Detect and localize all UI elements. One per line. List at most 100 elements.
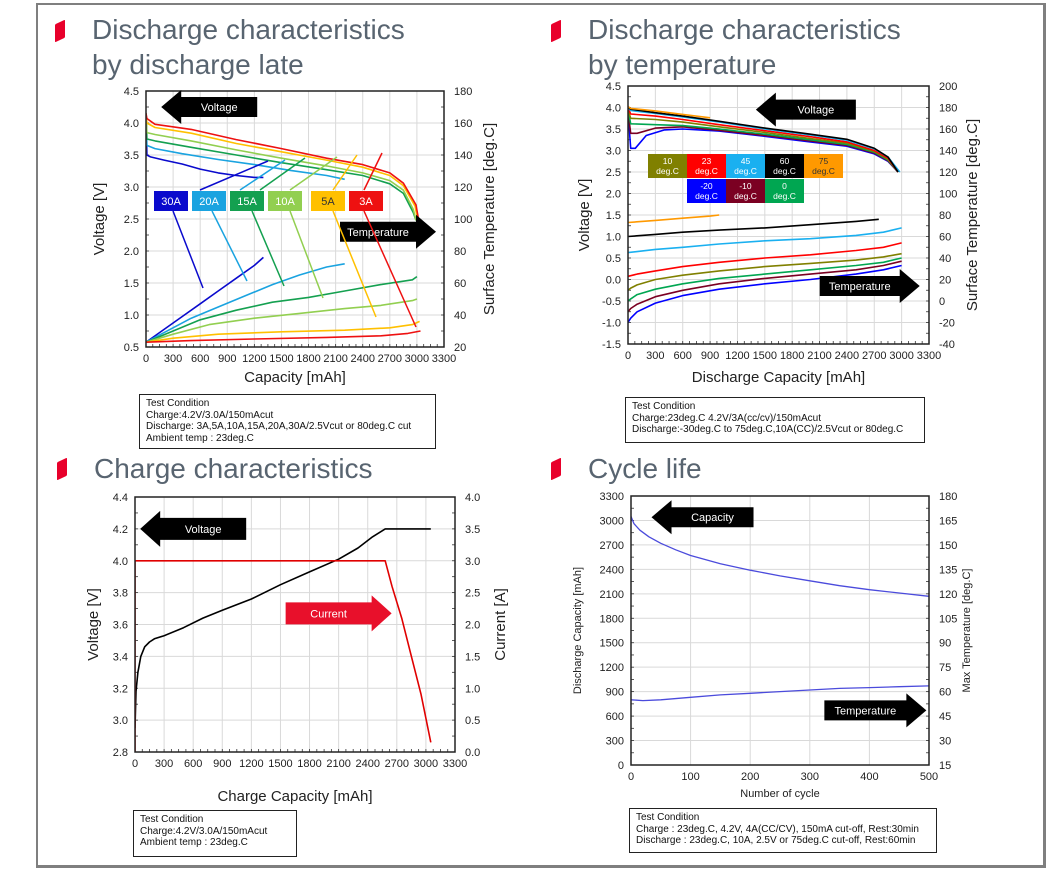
series-line-10a-voltage bbox=[146, 113, 417, 221]
y-tick-label: 2.5 bbox=[124, 214, 139, 226]
legend-swatch-5a bbox=[311, 191, 345, 211]
y-tick-label: 2.8 bbox=[113, 747, 128, 759]
y-tick-label: -0.5 bbox=[602, 296, 621, 308]
series-line-15a-voltage bbox=[146, 113, 417, 221]
panel-title-cycle-life: Cycle life bbox=[588, 451, 702, 486]
title-line: Discharge characteristics bbox=[92, 14, 405, 45]
condition-line: Test Condition bbox=[632, 401, 696, 412]
x-tick-label: 1800 bbox=[780, 350, 804, 362]
series-line-20a-temperature bbox=[146, 263, 345, 343]
title-line: Cycle life bbox=[588, 453, 702, 484]
legend-label: 0 bbox=[782, 181, 787, 191]
arrow-right-icon bbox=[285, 595, 392, 632]
series-line-0-temperature bbox=[628, 257, 902, 302]
y2-tick-label: 0.5 bbox=[465, 715, 480, 727]
x-tick-label: 600 bbox=[184, 758, 202, 770]
condition-line: Charge:23deg.C 4.2V/3A(cc/cv)/150mAcut bbox=[632, 412, 821, 424]
series-line-30a-voltage bbox=[146, 113, 264, 179]
y-tick-label: 0.0 bbox=[606, 275, 621, 287]
legend-pointer-line bbox=[199, 160, 269, 191]
legend-swatch-3a bbox=[349, 191, 383, 211]
legend-pointer-line bbox=[332, 210, 377, 318]
title-line: by temperature bbox=[588, 49, 777, 80]
y-tick-label: 3.5 bbox=[606, 124, 621, 136]
title-line: by discharge late bbox=[92, 49, 304, 80]
x-tick-label: 600 bbox=[191, 353, 209, 365]
y2-tick-label: 60 bbox=[939, 687, 951, 699]
x-axis-label: Number of cycle bbox=[740, 788, 819, 800]
x-tick-label: 2700 bbox=[378, 353, 402, 365]
legend-label: 45 bbox=[741, 156, 751, 166]
y2-axis-label: Surface Temperature [deg.C] bbox=[481, 123, 498, 315]
y2-tick-label: 105 bbox=[939, 613, 957, 625]
x-tick-label: 3300 bbox=[917, 350, 941, 362]
legend-label: 10 bbox=[663, 156, 673, 166]
x-tick-label: 300 bbox=[155, 758, 173, 770]
x-tick-label: 400 bbox=[860, 771, 878, 783]
series-line-max-temperature bbox=[631, 685, 929, 702]
y-tick-label: 1200 bbox=[600, 662, 624, 674]
arrow-left-icon bbox=[651, 500, 754, 535]
x-tick-label: 2100 bbox=[323, 353, 347, 365]
legend-label: 3A bbox=[359, 196, 373, 208]
y-tick-label: -1.0 bbox=[602, 318, 621, 330]
y-tick-label: 4.2 bbox=[113, 524, 128, 536]
y2-tick-label: 0 bbox=[939, 296, 945, 308]
test-condition-box: Test Condition Charge : 23deg.C, 4.2V, 4… bbox=[629, 808, 937, 853]
x-tick-label: 500 bbox=[920, 771, 938, 783]
y-tick-label: 3.5 bbox=[124, 150, 139, 162]
series-line-10-temperature bbox=[628, 252, 902, 291]
x-tick-label: 300 bbox=[801, 771, 819, 783]
y-tick-label: 1.0 bbox=[124, 310, 139, 322]
y-tick-label: 3.4 bbox=[113, 651, 128, 663]
y2-tick-label: 80 bbox=[939, 210, 951, 222]
y-tick-label: 2.0 bbox=[606, 189, 621, 201]
series-line--10-temperature bbox=[628, 260, 902, 313]
legend-label: deg.C bbox=[695, 191, 718, 201]
legend-swatch bbox=[804, 154, 843, 178]
y-axis-label: Voltage [V] bbox=[85, 588, 102, 661]
x-tick-label: 3300 bbox=[432, 353, 456, 365]
arrow-label-temperature: Temperature bbox=[834, 705, 896, 717]
x-tick-label: 2400 bbox=[835, 350, 859, 362]
y2-tick-label: 180 bbox=[939, 491, 957, 503]
y-axis-label: Voltage [V] bbox=[91, 183, 108, 256]
title-line: Charge characteristics bbox=[94, 453, 373, 484]
arrow-left-icon bbox=[161, 90, 258, 124]
y-tick-label: 3.8 bbox=[113, 588, 128, 600]
x-tick-label: 2100 bbox=[326, 758, 350, 770]
y2-axis-label: Current [A] bbox=[492, 588, 509, 661]
legend-label: deg.C bbox=[656, 166, 679, 176]
x-tick-label: 200 bbox=[741, 771, 759, 783]
x-tick-label: 2700 bbox=[385, 758, 409, 770]
y-tick-label: 4.5 bbox=[124, 86, 139, 98]
y-tick-label: 4.5 bbox=[606, 81, 621, 93]
condition-line: Discharge:-30deg.C to 75deg.C,10A(CC)/2.… bbox=[632, 424, 904, 435]
y2-tick-label: 200 bbox=[939, 81, 957, 93]
y2-tick-label: 20 bbox=[454, 342, 466, 354]
x-axis-label: Discharge Capacity [mAh] bbox=[692, 369, 865, 386]
legend-swatch bbox=[726, 154, 765, 178]
x-tick-label: 300 bbox=[164, 353, 182, 365]
arrow-left-icon bbox=[755, 92, 856, 127]
x-tick-label: 3000 bbox=[889, 350, 913, 362]
x-tick-label: 2400 bbox=[350, 353, 374, 365]
x-tick-label: 900 bbox=[213, 758, 231, 770]
y-tick-label: 4.4 bbox=[113, 492, 128, 504]
y-tick-label: 3000 bbox=[600, 515, 624, 527]
condition-line: Ambient temp : 23deg.C bbox=[146, 432, 254, 444]
legend-label: deg.C bbox=[773, 166, 796, 176]
legend-label: 5A bbox=[321, 196, 335, 208]
y-tick-label: 3.2 bbox=[113, 683, 128, 695]
legend-pointer-line bbox=[363, 152, 383, 191]
legend-label: -20 bbox=[700, 181, 713, 191]
plot-area-border bbox=[627, 85, 930, 345]
y2-tick-label: 160 bbox=[454, 118, 472, 130]
y2-tick-label: 1.0 bbox=[465, 683, 480, 695]
series-line-current bbox=[135, 559, 432, 752]
x-tick-label: 2400 bbox=[355, 758, 379, 770]
legend-label: 10A bbox=[275, 196, 295, 208]
y2-tick-label: 4.0 bbox=[465, 492, 480, 504]
